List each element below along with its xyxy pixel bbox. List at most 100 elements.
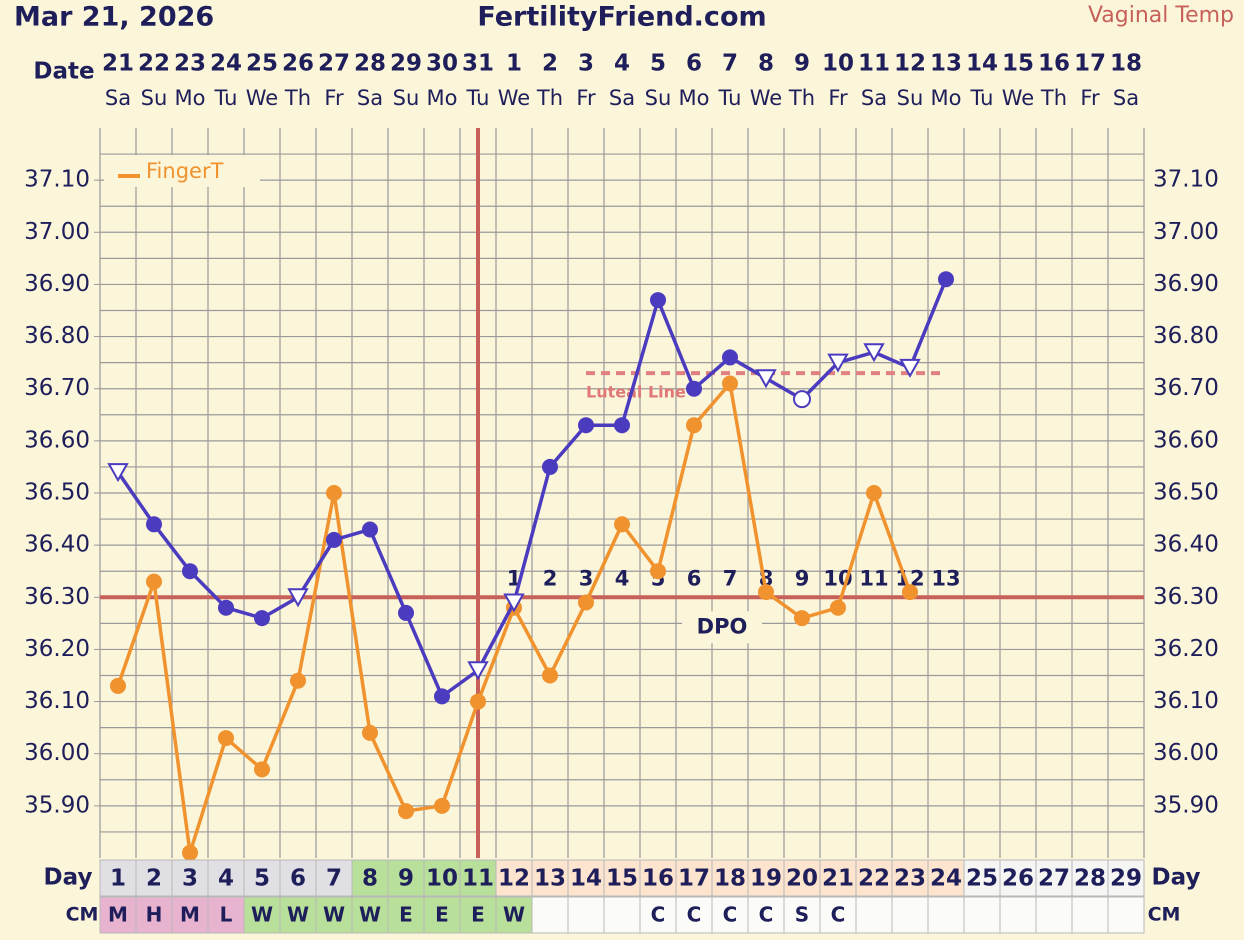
day-number: 20 xyxy=(786,866,818,892)
x-tick-label: 8 xyxy=(758,51,774,77)
y-tick-label: 36.20 xyxy=(24,636,90,662)
point xyxy=(398,803,414,820)
cm-cell xyxy=(1071,896,1109,934)
cm-value: E xyxy=(435,903,449,927)
point xyxy=(794,610,810,627)
x-tick-label: 1 xyxy=(506,51,522,77)
weekday-label: We xyxy=(1002,86,1034,110)
y-tick-label-right: 37.10 xyxy=(1153,167,1219,193)
cm-value: C xyxy=(651,903,666,927)
point xyxy=(650,292,666,309)
day-number: 12 xyxy=(498,866,530,892)
weekday-label: Th xyxy=(284,86,311,110)
cm-value: M xyxy=(180,903,200,927)
cm-value: W xyxy=(359,903,381,927)
day-row-label: Day xyxy=(44,865,93,891)
weekday-label: Mo xyxy=(175,86,206,110)
weekday-label: Mo xyxy=(427,86,458,110)
point xyxy=(218,599,234,616)
cm-cell xyxy=(1107,896,1145,934)
cm-value: L xyxy=(220,903,233,927)
y-tick-label-right: 37.00 xyxy=(1153,219,1219,245)
weekday-label: We xyxy=(246,86,278,110)
x-tick-label: 31 xyxy=(462,51,494,77)
point-triangle xyxy=(863,343,885,363)
weekday-label: Tu xyxy=(718,86,742,110)
weekday-label: Th xyxy=(1040,86,1067,110)
x-tick-label: 30 xyxy=(426,51,458,77)
day-cell xyxy=(819,859,857,897)
day-number: 15 xyxy=(606,866,638,892)
y-tick-label-right: 36.50 xyxy=(1153,480,1219,506)
cm-value: W xyxy=(251,903,273,927)
cm-value: S xyxy=(795,903,809,927)
cm-cell xyxy=(279,896,317,934)
weekday-label: We xyxy=(750,86,782,110)
cm-row-label-right: CM xyxy=(1148,904,1181,926)
cm-cell xyxy=(207,896,245,934)
cm-value: E xyxy=(471,903,485,927)
y-tick-label-right: 36.10 xyxy=(1153,688,1219,714)
weekday-label: Mo xyxy=(931,86,962,110)
point xyxy=(182,563,198,580)
luteal-label: Luteal Line xyxy=(586,383,686,402)
point xyxy=(830,599,846,616)
day-number: 5 xyxy=(254,866,270,892)
weekday-label: We xyxy=(498,86,530,110)
x-tick-label: 12 xyxy=(894,51,926,77)
x-tick-label: 9 xyxy=(794,51,810,77)
weekday-label: Th xyxy=(788,86,815,110)
cm-cell xyxy=(1035,896,1073,934)
day-cell xyxy=(711,859,749,897)
day-cell xyxy=(567,859,605,897)
day-number: 21 xyxy=(822,866,854,892)
weekday-label: Sa xyxy=(609,86,635,110)
point-triangle xyxy=(827,353,849,373)
chart-title: FertilityFriend.com xyxy=(477,2,766,33)
point xyxy=(254,610,270,627)
y-tick-label-right: 36.70 xyxy=(1153,375,1219,401)
y-tick-label: 37.10 xyxy=(24,167,90,193)
day-number: 29 xyxy=(1110,866,1142,892)
y-tick-label: 36.90 xyxy=(24,271,90,297)
day-number: 1 xyxy=(110,866,126,892)
day-number: 19 xyxy=(750,866,782,892)
day-cell xyxy=(927,859,965,897)
cm-cell xyxy=(963,896,1001,934)
point xyxy=(614,516,630,533)
y-tick-label-right: 36.20 xyxy=(1153,636,1219,662)
cm-cell xyxy=(495,896,533,934)
point xyxy=(218,730,234,747)
day-number: 23 xyxy=(894,866,926,892)
cm-cell xyxy=(459,896,497,934)
point xyxy=(254,761,270,778)
day-number: 24 xyxy=(930,866,962,892)
date-row-label: Date xyxy=(33,59,94,85)
point-triangle xyxy=(107,463,129,483)
point xyxy=(326,485,342,501)
dpo-label: 13 xyxy=(931,566,960,590)
y-tick-label: 36.70 xyxy=(24,375,90,401)
point xyxy=(398,604,414,621)
day-number: 8 xyxy=(362,866,378,892)
day-number: 17 xyxy=(678,866,710,892)
weekday-label: Sa xyxy=(861,86,887,110)
dpo-label: 9 xyxy=(795,566,810,590)
point xyxy=(686,417,702,434)
x-tick-label: 4 xyxy=(614,51,630,77)
cm-value: W xyxy=(503,903,525,927)
cm-cell xyxy=(135,896,173,934)
day-number: 13 xyxy=(534,866,566,892)
y-tick-label: 37.00 xyxy=(24,219,90,245)
cm-cell xyxy=(387,896,425,934)
cm-cell xyxy=(639,896,677,934)
cm-cell xyxy=(927,896,965,934)
cm-value: C xyxy=(687,903,702,927)
day-number: 3 xyxy=(182,866,198,892)
weekday-label: Sa xyxy=(105,86,131,110)
day-number: 26 xyxy=(1002,866,1034,892)
x-tick-label: 13 xyxy=(930,51,962,77)
day-cell xyxy=(99,859,137,897)
dpo-title: DPO xyxy=(697,614,748,638)
